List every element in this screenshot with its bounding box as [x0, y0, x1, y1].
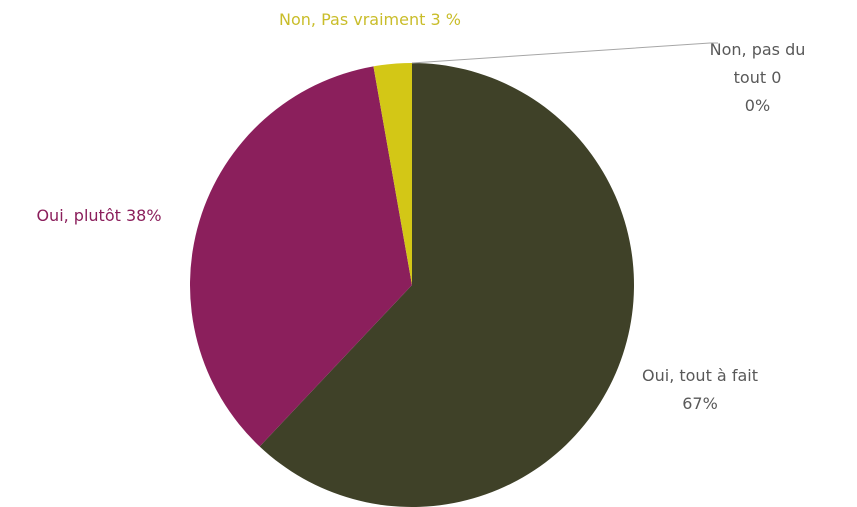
category-label: Non, Pas vraiment — [279, 10, 426, 29]
category-label: Oui, tout à fait — [642, 366, 758, 385]
slice-label: Non, pas du tout 0 0% — [700, 36, 815, 120]
leader-line — [411, 42, 718, 64]
category-label: Non, pas du tout 0 — [709, 40, 806, 87]
slice-label: Non, Pas vraiment 3 % — [230, 6, 510, 34]
value-label: 3 % — [430, 10, 461, 29]
slice-label: Oui, plutôt 38% — [4, 202, 194, 230]
pie-slice — [373, 63, 412, 285]
value-label: 38% — [125, 206, 162, 225]
slice-label: Oui, tout à fait 67% — [610, 362, 790, 418]
pie-slice — [259, 63, 634, 507]
value-label: 0% — [744, 96, 771, 115]
pie-slice — [190, 66, 412, 447]
category-label: Oui, plutôt — [36, 206, 121, 225]
value-label: 67% — [682, 394, 718, 413]
